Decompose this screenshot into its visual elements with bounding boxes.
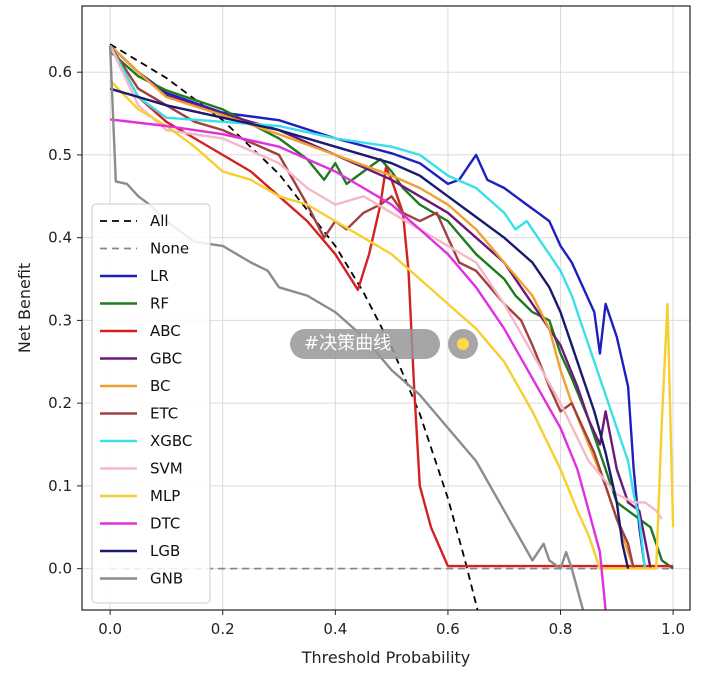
x-tick-label: 0.8 (549, 620, 573, 638)
series-line-mlp (109, 79, 675, 570)
y-axis-label: Net Benefit (15, 263, 34, 353)
y-tick-label: 0.3 (48, 311, 72, 329)
legend-label-xgbc: XGBC (150, 432, 192, 450)
legend-label-all: All (150, 212, 169, 230)
legend-label-gbc: GBC (150, 350, 182, 368)
legend-label-dtc: DTC (150, 515, 180, 533)
legend-label-rf: RF (150, 295, 169, 313)
series-line-etc (109, 45, 635, 569)
series-line-dtc (109, 118, 607, 610)
series-line-svm (109, 45, 663, 520)
legend-label-bc: BC (150, 377, 171, 395)
legend-label-gnb: GNB (150, 570, 183, 588)
y-tick-label: 0.1 (48, 477, 72, 495)
legend-label-abc: ABC (150, 322, 181, 340)
series-line-xgbc (109, 45, 647, 569)
y-tick-label: 0.0 (48, 560, 72, 578)
axis-ticks: 0.0 0.2 0.4 0.6 0.8 1.0 0.0 0.1 0.2 0.3 0.4 0.5 0.6 (48, 63, 685, 638)
y-tick-label: 0.2 (48, 394, 72, 412)
y-tick-label: 0.5 (48, 146, 72, 164)
x-tick-label: 0.2 (211, 620, 235, 638)
legend: All None LR RF ABC GBC BC ETC XGBC SVM MLP DTC LGB GN… (91, 203, 211, 604)
series-line-abc (109, 45, 674, 568)
x-tick-label: 0.6 (436, 620, 460, 638)
legend-label-lgb: LGB (150, 542, 180, 560)
series-line-lr (109, 44, 647, 569)
legend-label-lr: LR (150, 267, 169, 285)
legend-label-mlp: MLP (150, 487, 180, 505)
series-group (108, 43, 675, 610)
series-line-rf (109, 50, 674, 570)
y-tick-label: 0.4 (48, 229, 72, 247)
x-tick-label: 0.4 (323, 620, 347, 638)
hashtag-label[interactable]: #决策曲线 (290, 329, 440, 359)
legend-label-svm: SVM (150, 460, 183, 478)
plot-frame (81, 5, 691, 611)
status-dot-icon (448, 329, 478, 359)
legend-label-etc: ETC (150, 405, 178, 423)
legend-label-none: None (150, 240, 189, 258)
x-tick-label: 1.0 (661, 620, 685, 638)
series-line-lgb (109, 87, 630, 569)
x-axis-label: Threshold Probability (301, 648, 471, 667)
x-tick-label: 0.0 (98, 620, 122, 638)
y-tick-label: 0.6 (48, 63, 72, 81)
